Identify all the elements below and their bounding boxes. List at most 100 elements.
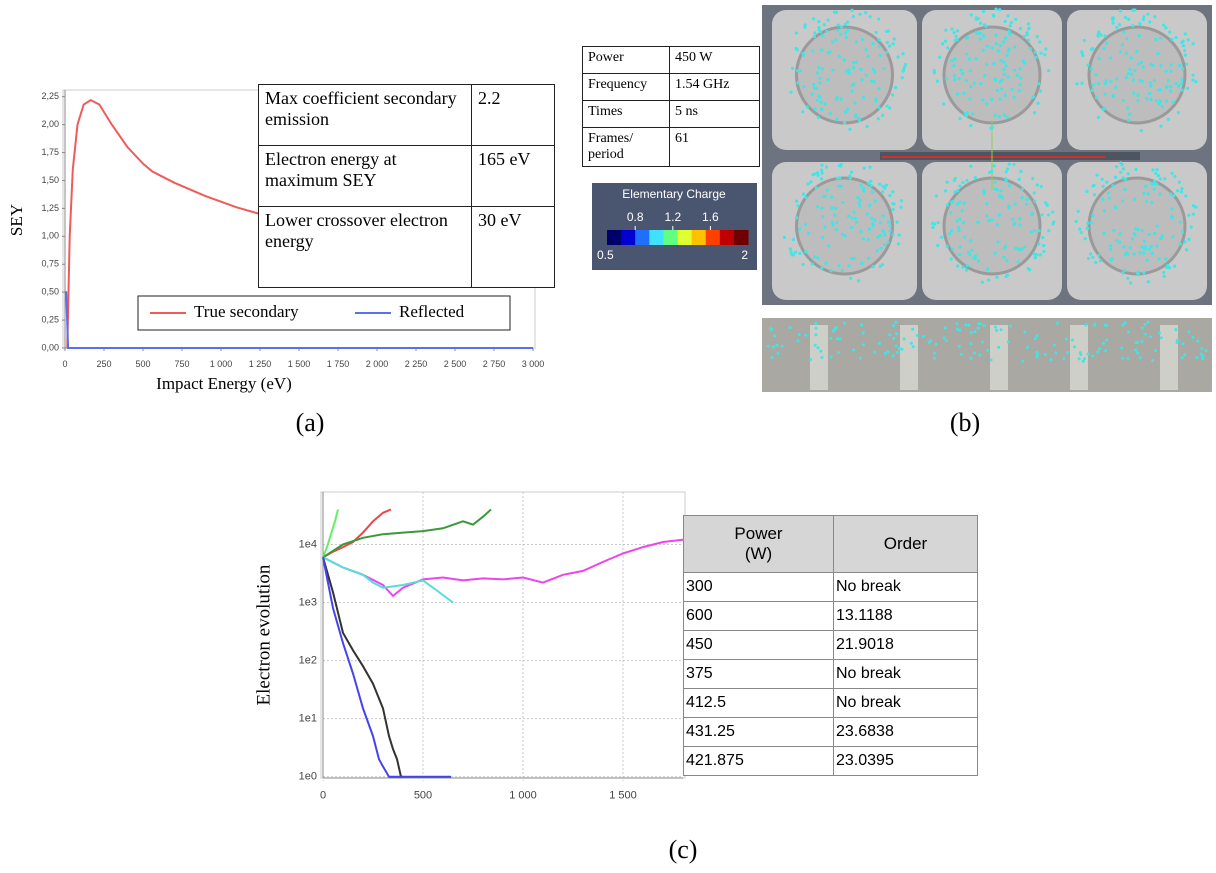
colorbar-tick-label: 1.2 xyxy=(664,210,681,224)
particle xyxy=(1180,82,1183,85)
particle xyxy=(962,221,965,224)
particle xyxy=(1181,67,1184,70)
particle xyxy=(979,323,982,326)
particle xyxy=(888,333,891,336)
particle xyxy=(876,236,879,239)
particle xyxy=(1095,96,1098,99)
particle xyxy=(871,68,874,71)
particle xyxy=(781,345,784,348)
particle xyxy=(900,348,903,351)
particle xyxy=(869,180,872,183)
particle xyxy=(878,183,881,186)
particle xyxy=(1078,227,1081,230)
particle xyxy=(1002,60,1005,63)
particle xyxy=(990,358,993,361)
particle xyxy=(820,267,823,270)
particle xyxy=(993,164,996,167)
particle xyxy=(998,8,1001,11)
y-tick-label: 0,75 xyxy=(41,259,59,269)
particle xyxy=(1018,217,1021,220)
particle xyxy=(857,279,860,282)
particle xyxy=(817,26,820,29)
particle xyxy=(767,345,770,348)
particle xyxy=(839,98,842,101)
particle xyxy=(1181,89,1184,92)
particle xyxy=(1134,348,1137,351)
particle xyxy=(958,184,961,187)
particle xyxy=(1091,89,1094,92)
particle xyxy=(979,82,982,85)
particle xyxy=(811,262,814,265)
particle xyxy=(1132,78,1135,81)
particle xyxy=(810,93,813,96)
particle xyxy=(852,61,855,64)
particle xyxy=(1159,64,1162,67)
cavity-ring xyxy=(944,27,1040,123)
particle xyxy=(961,181,964,184)
particle xyxy=(841,201,844,204)
particle xyxy=(796,204,799,207)
y-tick-label: 1e2 xyxy=(299,654,317,666)
particle xyxy=(826,188,829,191)
particle xyxy=(970,249,973,252)
particle xyxy=(1047,213,1050,216)
particle xyxy=(836,337,839,340)
table-cell: 21.9018 xyxy=(834,631,978,660)
particle xyxy=(875,31,878,34)
particle xyxy=(895,345,898,348)
particle xyxy=(804,223,807,226)
x-tick-label: 2 250 xyxy=(405,359,428,369)
particle xyxy=(881,114,884,117)
particle xyxy=(816,205,819,208)
particle xyxy=(998,80,1001,83)
particle xyxy=(965,79,968,82)
particle xyxy=(821,67,824,70)
particle xyxy=(1007,30,1010,33)
particle xyxy=(1019,224,1022,227)
particle xyxy=(817,116,820,119)
particle xyxy=(815,327,818,330)
particle xyxy=(796,81,799,84)
particle xyxy=(1122,99,1125,102)
particle xyxy=(820,108,823,111)
particle xyxy=(896,55,899,58)
particle xyxy=(806,105,809,108)
particle xyxy=(881,190,884,193)
particle xyxy=(892,42,895,45)
x-tick-label: 1 750 xyxy=(327,359,350,369)
particle xyxy=(1119,171,1122,174)
particle xyxy=(813,86,816,89)
particle xyxy=(974,57,977,60)
particle xyxy=(1028,268,1031,271)
particle xyxy=(1008,24,1011,27)
particle xyxy=(1111,18,1114,21)
particle xyxy=(848,128,851,131)
particle xyxy=(1019,76,1022,79)
particle xyxy=(1205,349,1208,352)
particle xyxy=(983,74,986,77)
particle xyxy=(814,333,817,336)
particle xyxy=(1021,187,1024,190)
particle xyxy=(1137,63,1140,66)
particle xyxy=(804,250,807,253)
particle xyxy=(1094,261,1097,264)
particle xyxy=(1036,353,1039,356)
particle xyxy=(1163,275,1166,278)
particle xyxy=(1184,32,1187,35)
particle xyxy=(859,68,862,71)
y-tick-label: 1e3 xyxy=(299,596,317,608)
particle xyxy=(1105,42,1108,45)
particle xyxy=(956,203,959,206)
particle xyxy=(1159,100,1162,103)
particle xyxy=(838,176,841,179)
table-cell: 165 eV xyxy=(472,146,555,207)
particle xyxy=(922,335,925,338)
particle xyxy=(879,265,882,268)
particle xyxy=(955,219,958,222)
colorbar-segment xyxy=(649,230,664,245)
particle xyxy=(1107,191,1110,194)
particle xyxy=(852,348,855,351)
particle xyxy=(1033,111,1036,114)
particle xyxy=(1125,76,1128,79)
particle xyxy=(912,345,915,348)
